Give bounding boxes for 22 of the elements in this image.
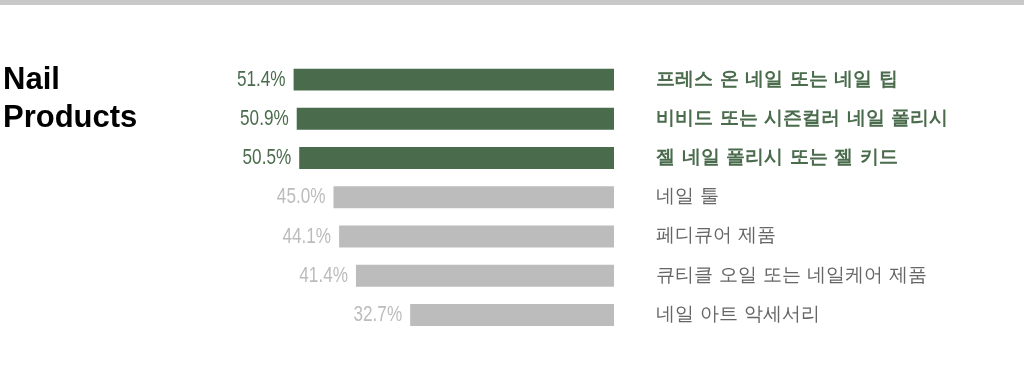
y-tick-label: 큐티클 오일 또는 네일케어 제품 bbox=[656, 262, 928, 285]
bar bbox=[339, 225, 614, 248]
data-label: 50.9% bbox=[240, 104, 289, 130]
bar bbox=[410, 304, 614, 326]
bar bbox=[333, 186, 614, 209]
bar bbox=[299, 147, 614, 170]
bar bbox=[355, 264, 614, 287]
y-tick-label: 페디큐어 제품 bbox=[656, 223, 777, 246]
bar bbox=[293, 68, 614, 91]
y-tick-label: 젤 네일 폴리시 또는 젤 키드 bbox=[656, 145, 899, 168]
y-tick-label: 프레스 온 네일 또는 네일 팁 bbox=[656, 66, 899, 89]
y-tick-label: 비비드 또는 시즌컬러 네일 폴리시 bbox=[656, 105, 949, 128]
bar bbox=[296, 107, 614, 130]
data-label: 41.4% bbox=[299, 261, 348, 287]
data-label: 50.5% bbox=[242, 144, 292, 169]
data-label: 44.1% bbox=[282, 222, 332, 248]
data-label: 32.7% bbox=[353, 300, 403, 326]
data-label: 51.4% bbox=[236, 65, 286, 91]
text: Nail Products bbox=[3, 60, 139, 136]
y-tick-label: 네일 아트 악세서리 bbox=[656, 301, 821, 324]
data-label: 45.0% bbox=[276, 183, 326, 208]
y-tick-label: 네일 툴 bbox=[656, 184, 720, 207]
